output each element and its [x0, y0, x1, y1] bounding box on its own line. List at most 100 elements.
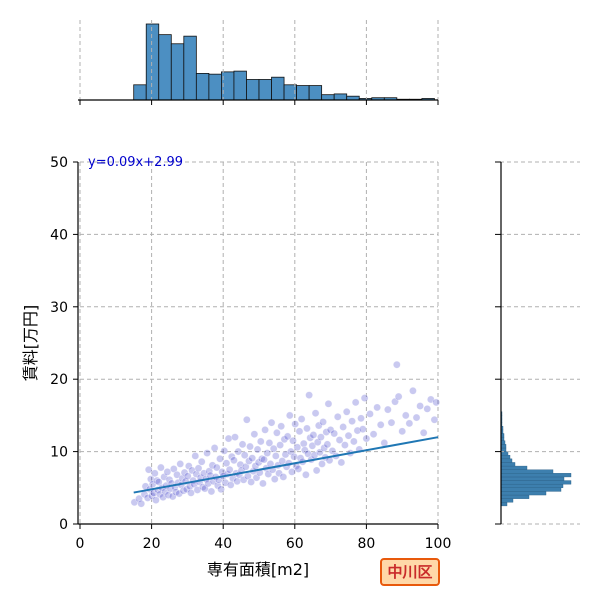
scatter-point: [419, 428, 428, 437]
scatter-point: [184, 462, 193, 470]
scatter-point: [297, 415, 306, 423]
scatter-point: [351, 398, 360, 407]
scatter-point: [306, 433, 315, 442]
x-hist-bar: [258, 79, 272, 101]
scatter-point: [234, 447, 243, 456]
scatter-point: [432, 398, 441, 407]
scatter-point: [376, 420, 385, 429]
scatter-point: [265, 439, 274, 447]
scatter-point: [295, 427, 304, 436]
scatter-point: [151, 496, 160, 505]
x-hist-bar: [321, 94, 335, 101]
scatter-point: [423, 404, 432, 413]
scatter-point: [225, 465, 234, 474]
scatter-point: [261, 425, 269, 434]
y-hist-bar: [500, 455, 511, 460]
y-tick-label: 20: [50, 372, 68, 388]
x-tick-label: 80: [357, 536, 375, 552]
scatter-point: [217, 485, 225, 494]
scatter-point: [318, 460, 326, 468]
scatter-point: [277, 422, 286, 431]
scatter-point: [409, 386, 417, 395]
scatter-point: [383, 405, 392, 414]
scatter-point: [289, 436, 297, 445]
scatter-point: [348, 417, 356, 426]
scatter-point: [250, 430, 259, 439]
y-axis-label: 賃料[万円]: [21, 305, 40, 382]
scatter-point: [197, 457, 206, 466]
scatter-point: [253, 445, 262, 454]
scatter-point: [323, 440, 332, 449]
scatter-point: [157, 463, 165, 472]
scatter-point: [224, 434, 233, 443]
x-hist-bar: [208, 73, 222, 101]
scatter-point: [305, 391, 314, 400]
x-tick-label: 0: [76, 536, 85, 552]
scatter-point: [272, 428, 281, 437]
x-tick-label: 100: [425, 536, 452, 552]
scatter-point: [270, 475, 279, 484]
scatter-point: [335, 436, 344, 444]
scatter-point: [194, 464, 203, 473]
scatter-point: [294, 465, 303, 473]
x-hist-bar: [308, 85, 323, 101]
y-tick-label: 40: [50, 227, 68, 243]
scatter-point: [394, 392, 403, 401]
scatter-point: [271, 452, 280, 460]
y-hist-bar: [500, 462, 516, 467]
x-axis-label: 専有面積[m2]: [207, 560, 309, 579]
scatter-point: [303, 424, 311, 433]
scatter-point: [285, 411, 294, 420]
scatter-point: [183, 472, 192, 481]
x-hist-bar: [170, 43, 185, 101]
scatter-point: [210, 444, 219, 452]
scatter-point: [317, 433, 325, 442]
x-hist-bar: [333, 93, 348, 101]
scatter-point: [288, 467, 296, 476]
y-hist-bar: [500, 469, 554, 474]
x-hist-bar: [246, 79, 260, 101]
y-tick-label: 30: [50, 300, 68, 316]
y-hist-bar: [500, 502, 508, 507]
scatter-point: [226, 481, 235, 489]
scatter-point: [269, 444, 278, 453]
scatter-point: [387, 418, 396, 427]
scatter-point: [293, 443, 302, 452]
y-hist-bar: [500, 480, 572, 485]
scatter-point: [311, 409, 320, 418]
scatter-point: [322, 428, 331, 436]
scatter-point: [416, 402, 424, 410]
scatter-point: [212, 463, 221, 472]
scatter-point: [222, 459, 231, 468]
y-hist-bar: [500, 498, 514, 503]
scatter-point: [203, 449, 211, 457]
scatter-point: [324, 399, 333, 408]
scatter-point: [358, 425, 367, 434]
y-histogram: [500, 411, 572, 507]
scatter-point: [290, 452, 298, 461]
scatter-point: [401, 411, 410, 420]
scatter-point: [242, 415, 251, 424]
scatter-point: [233, 477, 242, 486]
y-hist-bar: [500, 465, 528, 470]
scatter-point: [344, 431, 353, 440]
district-badge: 中川区: [380, 558, 440, 586]
scatter-point: [240, 451, 249, 460]
scatter-point: [308, 441, 317, 450]
scatter-point: [291, 420, 300, 428]
x-hist-bar: [145, 23, 160, 101]
scatter-point: [208, 461, 217, 470]
scatter-point: [357, 414, 365, 423]
scatter-point: [341, 441, 349, 449]
scatter-point: [146, 475, 155, 484]
scatter-point: [176, 460, 185, 468]
scatter-point: [380, 439, 389, 447]
y-tick-label: 50: [50, 155, 68, 171]
scatter-point: [191, 452, 200, 460]
scatter-point: [144, 465, 153, 474]
y-hist-bar: [500, 483, 564, 488]
scatter-point: [238, 440, 247, 449]
scatter-point: [187, 488, 195, 497]
scatter-point: [312, 466, 321, 475]
scatter-point: [260, 455, 268, 464]
